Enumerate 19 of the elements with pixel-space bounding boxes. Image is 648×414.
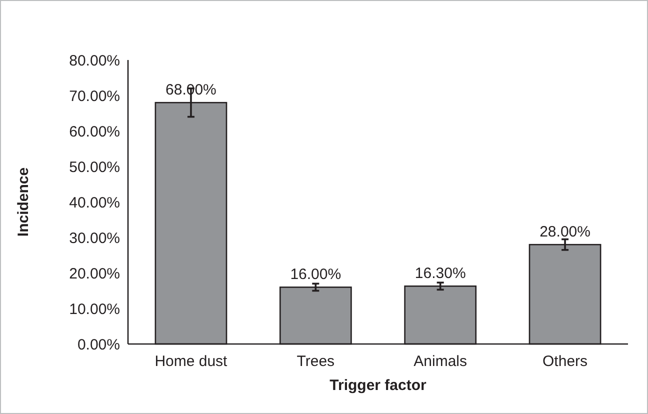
y-tick-label: 50.00%	[69, 158, 120, 176]
x-axis-title: Trigger factor	[330, 377, 427, 394]
y-tick-label: 30.00%	[69, 230, 120, 247]
data-label: 68.00%	[166, 81, 216, 98]
y-tick-label: 0.00%	[77, 336, 120, 354]
y-tick-label: 10.00%	[69, 300, 120, 318]
y-tick-label: 20.00%	[69, 265, 120, 282]
x-tick-label: Others	[542, 353, 588, 370]
y-tick-label: 70.00%	[69, 88, 120, 105]
data-label: 16.00%	[290, 266, 342, 284]
data-label: 28.00%	[540, 224, 590, 241]
x-tick-label: Animals	[414, 353, 468, 370]
y-axis-title: Incidence	[15, 167, 32, 237]
y-tick-label: 40.00%	[69, 194, 120, 212]
data-label: 16.30%	[414, 265, 466, 282]
x-tick-label: Home dust	[154, 353, 228, 370]
y-tick-label: 80.00%	[69, 52, 120, 70]
x-tick-label: Trees	[296, 353, 335, 370]
y-tick-label: 60.00%	[69, 123, 120, 140]
